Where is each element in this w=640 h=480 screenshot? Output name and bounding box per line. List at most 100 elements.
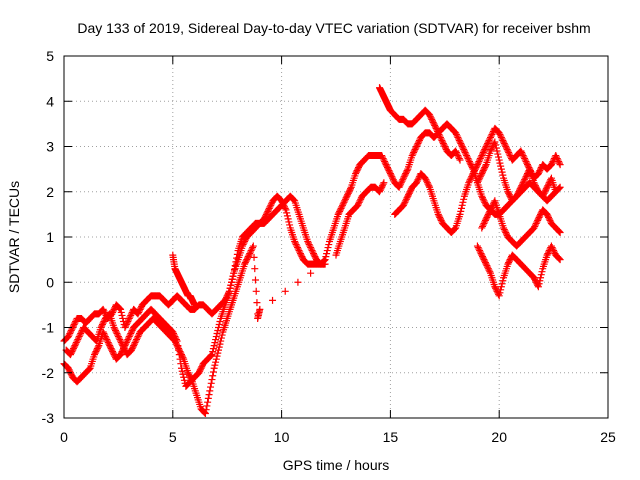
data-point [290,196,298,204]
data-point [341,197,349,205]
data-point [241,236,249,244]
data-point [460,146,468,154]
data-point [378,153,386,161]
data-point [476,155,484,163]
data-point [481,164,489,172]
data-point [457,207,465,215]
data-point [401,198,409,206]
data-point [500,224,508,232]
data-point [465,177,473,185]
data-point [85,366,93,374]
data-point [70,343,78,351]
data-point [543,183,551,191]
series-3 [62,242,262,417]
data-point [187,375,195,383]
data-point [383,162,391,170]
data-point [479,221,487,229]
data-point [217,337,225,345]
data-point [184,369,192,377]
data-point [498,280,506,288]
data-point [484,138,492,146]
data-point [521,176,529,184]
data-point [505,191,513,199]
data-point [210,342,218,350]
data-point [496,159,504,167]
data-point [97,324,105,331]
data-point [212,333,220,341]
data-point [77,330,85,338]
data-point [396,182,404,190]
data-point [506,192,514,200]
data-point [211,339,219,347]
data-point [539,192,547,200]
data-point [310,251,318,259]
x-tick-label: 10 [274,429,290,445]
data-point [405,191,413,199]
data-point [354,164,362,172]
data-point [519,152,527,160]
data-point [377,185,385,193]
data-point [555,255,563,263]
data-point [477,153,485,161]
data-point [454,152,462,160]
data-point [203,402,211,410]
data-point [415,174,423,182]
data-point [555,159,563,167]
data-point [479,253,487,261]
data-point [546,216,554,224]
series-8 [478,197,564,250]
data-point [479,168,487,176]
data-point [177,349,185,357]
data-point [176,348,184,356]
data-point [541,188,549,196]
series-10 [254,179,388,322]
data-point [468,173,476,181]
data-point [262,210,270,218]
data-point [474,244,482,252]
data-point [479,222,487,230]
data-point [461,149,469,157]
data-point [552,188,560,196]
data-point [67,328,75,336]
data-point [129,343,137,351]
data-point [523,171,531,179]
data-point [402,195,410,203]
data-point [521,155,529,163]
data-point [291,239,299,247]
data-point [214,327,222,335]
data-point [425,182,433,190]
data-point [283,212,291,220]
data-point [485,136,493,144]
data-point [517,183,525,191]
data-point [486,133,494,141]
data-point [212,336,220,344]
data-point [265,206,273,214]
data-point [67,327,75,335]
data-point [100,307,108,315]
data-point [513,191,521,199]
data-point [453,150,461,158]
data-point [555,228,563,236]
data-point [437,216,445,224]
data-point [473,162,481,170]
data-point [492,141,500,149]
data-point [474,159,482,167]
data-point [293,242,301,250]
data-point [339,201,347,209]
data-point [323,247,331,255]
data-point [423,177,431,185]
data-point [439,139,447,147]
data-point [452,147,460,155]
data-point [68,348,76,356]
data-point [503,146,511,154]
data-point [216,317,224,325]
data-point [439,138,447,146]
data-point [436,213,444,221]
data-point [456,156,464,164]
data-point [322,253,330,261]
data-point [389,176,397,184]
data-point [426,112,434,120]
data-point [212,355,220,363]
data-point [241,259,249,267]
data-point [479,195,487,203]
